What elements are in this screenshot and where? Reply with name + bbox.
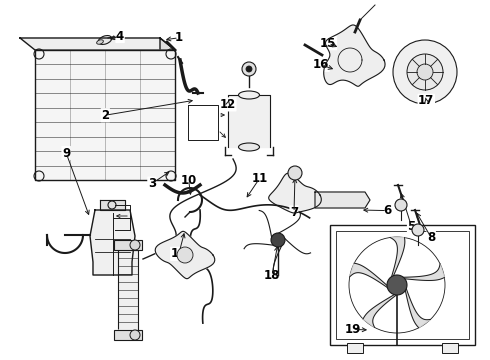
Circle shape: [395, 199, 407, 211]
Polygon shape: [155, 231, 215, 279]
Circle shape: [407, 54, 443, 90]
Circle shape: [177, 247, 193, 263]
Circle shape: [242, 62, 256, 76]
Bar: [118, 250, 138, 330]
Ellipse shape: [239, 91, 260, 99]
Text: 13: 13: [117, 330, 133, 343]
Bar: [114, 330, 142, 340]
Bar: [347, 343, 363, 353]
Polygon shape: [363, 293, 399, 328]
Text: 19: 19: [344, 323, 361, 336]
Text: 15: 15: [320, 37, 337, 50]
Polygon shape: [399, 264, 444, 280]
Ellipse shape: [98, 36, 112, 44]
Text: 7: 7: [290, 206, 298, 219]
Text: 16: 16: [313, 58, 329, 71]
Polygon shape: [35, 50, 175, 180]
Text: 8: 8: [427, 231, 435, 244]
Text: 5: 5: [408, 220, 416, 233]
Polygon shape: [315, 192, 370, 208]
Circle shape: [412, 224, 424, 236]
Text: 18: 18: [264, 269, 280, 282]
Polygon shape: [405, 285, 430, 328]
Polygon shape: [160, 38, 175, 180]
Circle shape: [271, 233, 285, 247]
Bar: [336, 231, 469, 339]
Polygon shape: [90, 210, 135, 275]
Circle shape: [417, 64, 433, 80]
Text: 9: 9: [62, 147, 70, 159]
Polygon shape: [100, 200, 125, 210]
Text: 3: 3: [148, 177, 156, 190]
Text: 10: 10: [180, 174, 197, 186]
Text: 2: 2: [101, 109, 109, 122]
Text: 14: 14: [171, 247, 187, 260]
Bar: [114, 240, 142, 250]
Circle shape: [288, 166, 302, 180]
Circle shape: [387, 275, 407, 295]
Text: 11: 11: [251, 172, 268, 185]
Polygon shape: [228, 95, 270, 147]
Text: 1: 1: [175, 31, 183, 44]
Text: 4: 4: [116, 30, 124, 42]
Polygon shape: [324, 25, 385, 86]
Circle shape: [130, 330, 140, 340]
Circle shape: [393, 40, 457, 104]
Bar: [330, 225, 475, 345]
Bar: [442, 343, 458, 353]
Polygon shape: [350, 263, 391, 290]
Circle shape: [130, 240, 140, 250]
Ellipse shape: [97, 40, 103, 44]
Text: 17: 17: [418, 94, 435, 107]
Polygon shape: [20, 38, 175, 50]
Ellipse shape: [239, 143, 260, 151]
Polygon shape: [269, 173, 321, 213]
Text: 6: 6: [383, 204, 391, 217]
Text: 12: 12: [220, 98, 236, 111]
Circle shape: [246, 66, 252, 72]
Polygon shape: [390, 238, 405, 280]
